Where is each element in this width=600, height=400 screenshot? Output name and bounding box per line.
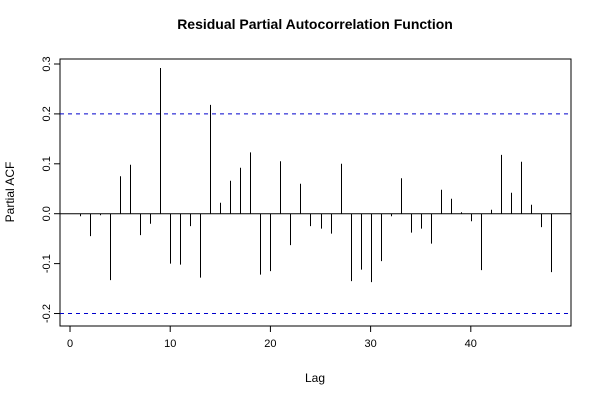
y-tick-label: 0.0 <box>41 206 53 221</box>
y-tick-label: 0.3 <box>41 56 53 71</box>
pacf-bars <box>80 67 552 283</box>
y-tick-label: -0.2 <box>41 304 53 323</box>
y-axis: -0.2 -0.1 0.0 0.1 0.2 0.3 <box>41 56 60 323</box>
reference-lines <box>60 113 571 315</box>
x-tick-label: 40 <box>465 338 477 350</box>
y-tick-label: -0.1 <box>41 254 53 273</box>
y-tick-label: 0.1 <box>41 156 53 171</box>
x-axis-label: Lag <box>305 371 325 385</box>
y-axis-label: Partial ACF <box>3 162 17 223</box>
x-axis: 0 10 20 30 40 <box>67 326 477 350</box>
chart-title: Residual Partial Autocorrelation Functio… <box>177 16 453 32</box>
y-tick-label: 0.2 <box>41 106 53 121</box>
x-tick-label: 20 <box>264 338 276 350</box>
x-tick-label: 0 <box>67 338 73 350</box>
x-tick-label: 30 <box>364 338 376 350</box>
plot-frame <box>59 58 572 327</box>
x-tick-label: 10 <box>164 338 176 350</box>
